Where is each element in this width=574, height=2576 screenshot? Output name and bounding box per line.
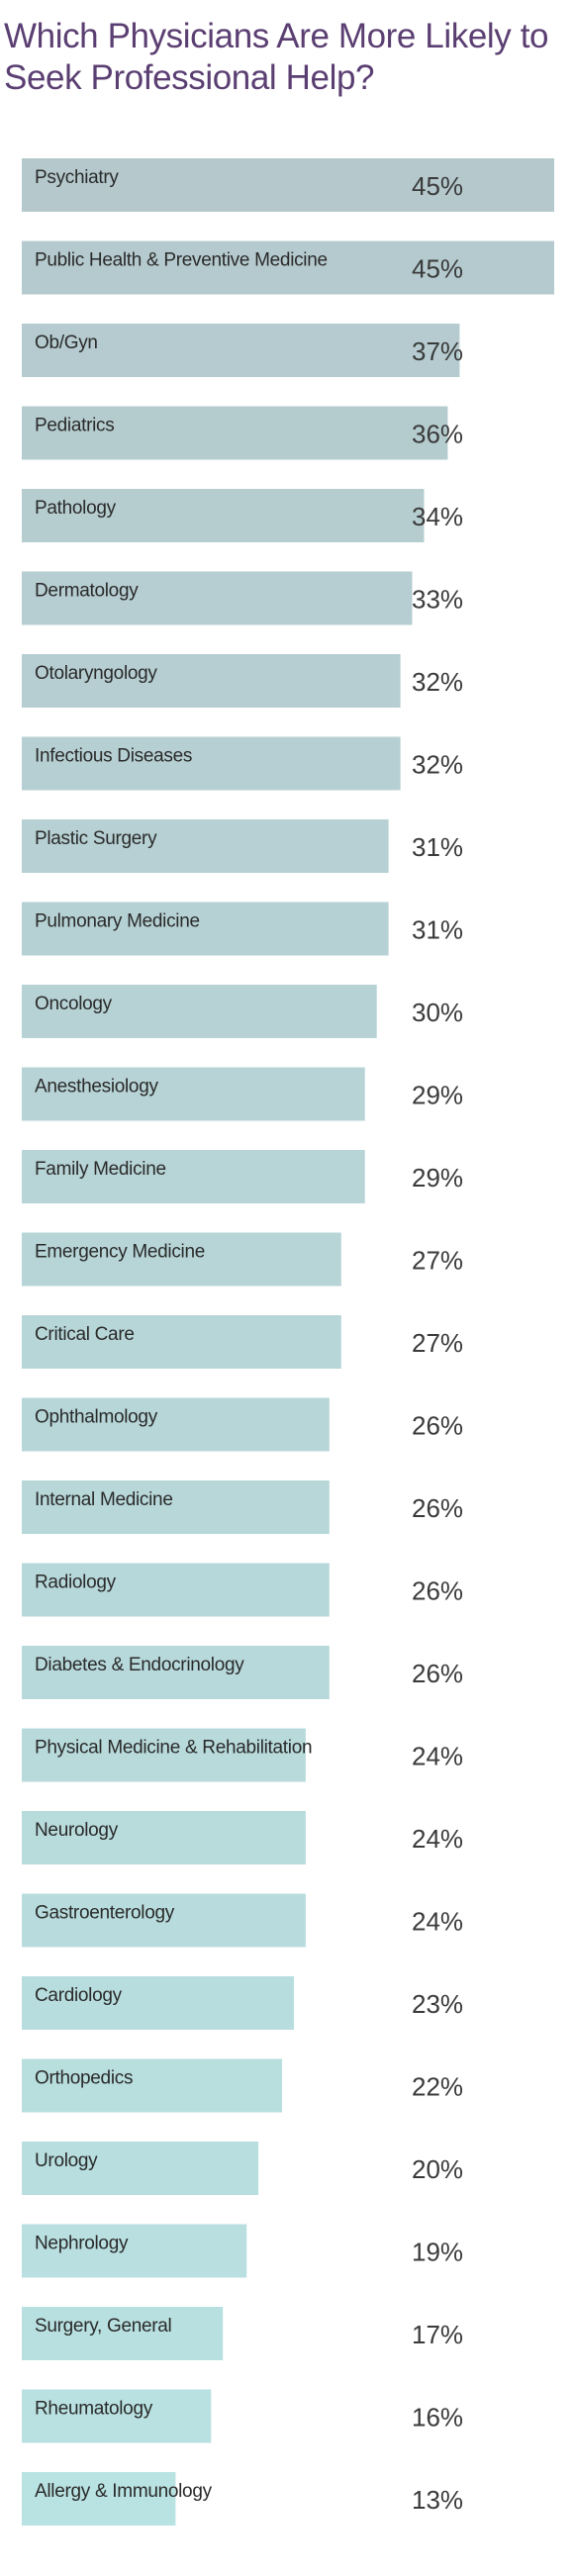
bar-value-label: 29% xyxy=(412,1081,463,1110)
bar-value-label: 36% xyxy=(412,420,463,449)
bar-category-label: Oncology xyxy=(35,994,113,1014)
bar-value-label: 24% xyxy=(412,1824,463,1854)
bar-category-label: Ophthalmology xyxy=(35,1407,158,1428)
bar-value-label: 34% xyxy=(412,502,463,531)
bar-value-label: 29% xyxy=(412,1163,463,1193)
bar-category-label: Physical Medicine & Rehabilitation xyxy=(35,1738,312,1759)
bar-category-label: Anesthesiology xyxy=(35,1077,158,1097)
bar-category-label: Pediatrics xyxy=(35,416,114,436)
bar-value-label: 30% xyxy=(412,998,463,1027)
bar-category-label: Infectious Diseases xyxy=(35,746,192,767)
bar-value-label: 24% xyxy=(412,1907,463,1937)
bar-value-label: 13% xyxy=(412,2485,463,2515)
bar-category-label: Family Medicine xyxy=(35,1159,166,1180)
bar-category-label: Orthopedics xyxy=(35,2068,133,2089)
bar-value-label: 32% xyxy=(412,750,463,780)
bar-category-label: Ob/Gyn xyxy=(35,333,98,353)
bar-category-label: Radiology xyxy=(35,1573,117,1593)
bar-value-label: 27% xyxy=(412,1328,463,1358)
bar-category-label: Dermatology xyxy=(35,581,139,602)
bar-category-label: Critical Care xyxy=(35,1324,135,1345)
bar-value-label: 17% xyxy=(412,2320,463,2349)
bar-value-label: 23% xyxy=(412,1989,463,2019)
bar-category-label: Urology xyxy=(35,2150,98,2171)
bar-category-label: Cardiology xyxy=(35,1985,123,2006)
bar-value-label: 45% xyxy=(412,171,463,201)
bar-category-label: Rheumatology xyxy=(35,2399,153,2420)
bar-category-label: Plastic Surgery xyxy=(35,828,157,849)
bar-category-label: Emergency Medicine xyxy=(35,1242,205,1263)
bar-category-label: Pathology xyxy=(35,498,117,519)
bar-value-label: 33% xyxy=(412,585,463,615)
bar-value-label: 31% xyxy=(412,915,463,945)
bar-value-label: 26% xyxy=(412,1493,463,1523)
value-labels-group: 45% 45% 37% 36% 34% 33% 32% 32% 31% 31% 30% 29% 29% 2… xyxy=(412,171,463,2515)
bar-category-label: Internal Medicine xyxy=(35,1489,173,1510)
bar-category-label: Surgery, General xyxy=(35,2316,171,2337)
bar-value-label: 20% xyxy=(412,2154,463,2184)
bar-category-label: Nephrology xyxy=(35,2234,129,2254)
bar-category-label: Allergy & Immunology xyxy=(35,2481,213,2502)
bar-value-label: 45% xyxy=(412,254,463,284)
bar-value-label: 37% xyxy=(412,336,463,366)
bar-value-label: 32% xyxy=(412,667,463,697)
bar-category-label: Gastroenterology xyxy=(35,1903,175,1924)
bar-value-label: 16% xyxy=(412,2403,463,2433)
bar-value-label: 27% xyxy=(412,1246,463,1276)
bar-category-label: Diabetes & Endocrinology xyxy=(35,1655,244,1675)
bar-category-label: Neurology xyxy=(35,1820,119,1841)
bar-category-label: Pulmonary Medicine xyxy=(35,911,200,932)
bar-value-label: 19% xyxy=(412,2238,463,2267)
bar-category-label: Public Health & Preventive Medicine xyxy=(35,250,328,271)
bar-category-label: Psychiatry xyxy=(35,167,119,188)
bar-value-label: 22% xyxy=(412,2072,463,2102)
bar-value-label: 26% xyxy=(412,1411,463,1441)
bar-value-label: 26% xyxy=(412,1576,463,1606)
bar-value-label: 24% xyxy=(412,1742,463,1771)
bar-value-label: 26% xyxy=(412,1659,463,1688)
bar-value-label: 31% xyxy=(412,832,463,862)
bar-category-label: Otolaryngology xyxy=(35,663,157,684)
